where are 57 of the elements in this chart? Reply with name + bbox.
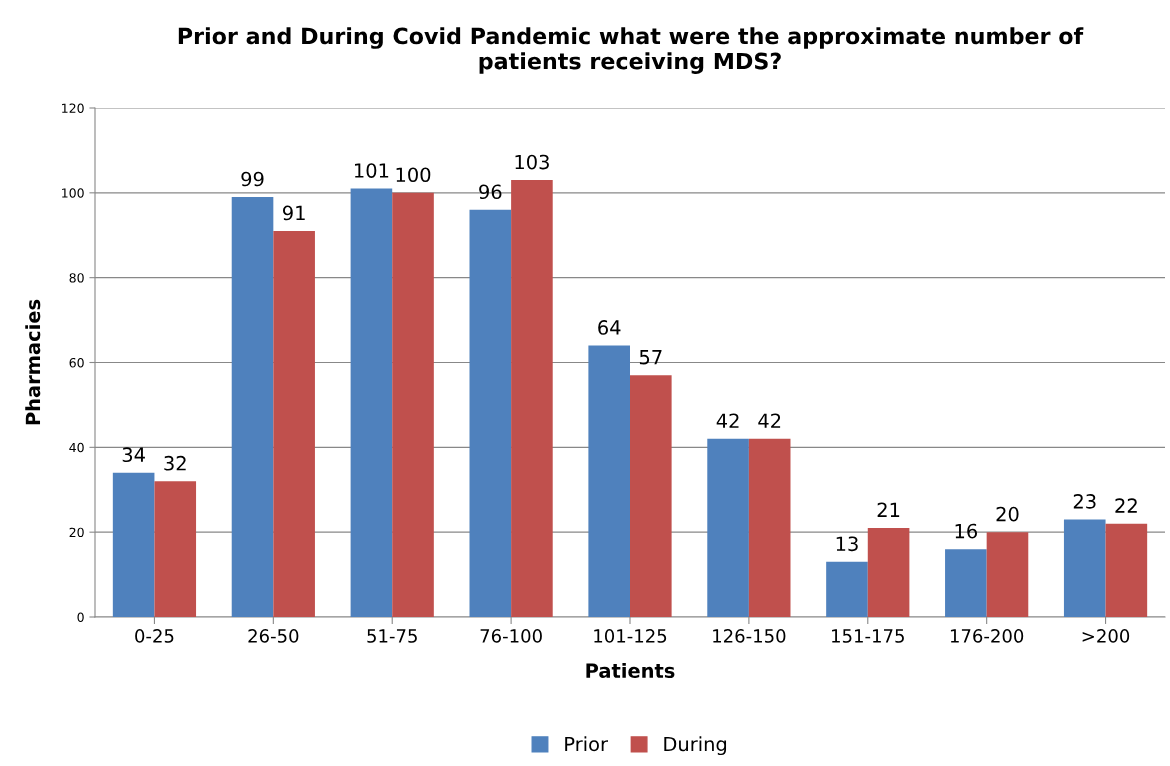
bar bbox=[986, 532, 1029, 617]
data-label: 20 bbox=[996, 506, 1019, 522]
chart-title: Prior and During Covid Pandemic what were the approximate number of patients receiving MDS? bbox=[178, 27, 1084, 74]
bar bbox=[511, 180, 553, 617]
bar bbox=[231, 197, 274, 617]
x-tick-label: 51-75 bbox=[367, 629, 417, 643]
bar bbox=[273, 231, 315, 617]
bar bbox=[112, 472, 155, 617]
x-tick-label: 76-100 bbox=[480, 629, 542, 643]
data-label: 21 bbox=[877, 502, 900, 517]
data-label: 91 bbox=[282, 205, 305, 221]
x-tick-label: 126-150 bbox=[713, 629, 786, 643]
y-tick-label: 60 bbox=[69, 357, 84, 368]
bar bbox=[748, 438, 791, 617]
data-label: 57 bbox=[639, 350, 662, 365]
data-label: 23 bbox=[1073, 494, 1096, 509]
bar bbox=[350, 188, 393, 617]
data-label: 101 bbox=[355, 163, 389, 178]
bar bbox=[588, 345, 630, 617]
x-tick-label: 151-175 bbox=[832, 629, 904, 643]
y-tick-label: 0 bbox=[77, 612, 84, 622]
bar bbox=[630, 375, 672, 617]
data-label: 42 bbox=[758, 413, 781, 428]
y-tick-label: 120 bbox=[62, 103, 84, 113]
bar bbox=[1063, 519, 1106, 617]
data-label: 32 bbox=[164, 455, 186, 471]
y-tick-label: 80 bbox=[69, 273, 84, 283]
data-label: 42 bbox=[716, 413, 739, 428]
bar bbox=[867, 527, 910, 617]
x-tick-label: 176-200 bbox=[950, 629, 1024, 643]
bar bbox=[707, 438, 749, 617]
y-axis-title: Pharmacies bbox=[25, 299, 41, 425]
legend-label: Prior bbox=[565, 736, 608, 752]
data-label: 22 bbox=[1115, 498, 1137, 513]
data-label: 100 bbox=[396, 167, 431, 183]
x-tick-label: >200 bbox=[1082, 629, 1130, 643]
bar bbox=[826, 561, 868, 617]
y-tick-label: 20 bbox=[69, 527, 84, 538]
data-label: 96 bbox=[479, 184, 502, 200]
data-label: 64 bbox=[598, 320, 621, 335]
bar bbox=[945, 549, 987, 617]
data-label: 16 bbox=[955, 523, 978, 539]
bar bbox=[392, 192, 434, 617]
x-tick-label: 0-25 bbox=[135, 629, 174, 643]
data-label: 103 bbox=[515, 154, 549, 170]
x-axis-title: Patients bbox=[586, 662, 675, 678]
legend-label: During bbox=[664, 736, 727, 756]
y-tick-label: 40 bbox=[69, 442, 84, 453]
x-tick-label: 101-125 bbox=[594, 629, 667, 643]
data-label: 13 bbox=[836, 536, 858, 552]
x-tick-label: 26-50 bbox=[248, 629, 299, 643]
bar bbox=[1105, 523, 1148, 617]
bar bbox=[469, 209, 512, 617]
data-label: 34 bbox=[122, 447, 145, 463]
y-tick-label: 100 bbox=[62, 188, 84, 198]
data-label: 99 bbox=[241, 171, 264, 187]
bar bbox=[154, 481, 197, 617]
